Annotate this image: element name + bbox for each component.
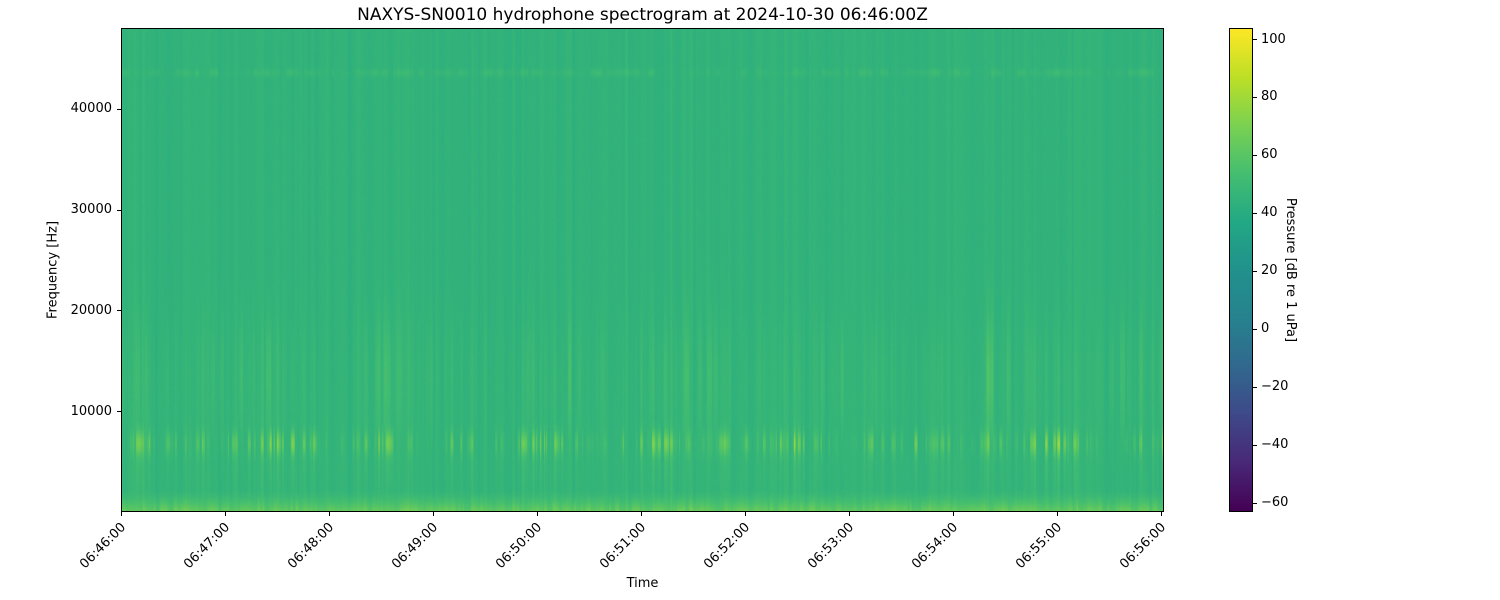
x-axis-tick-label: 06:56:00 [1116, 520, 1169, 572]
y-axis-tick-label: 20000 [70, 302, 112, 318]
colorbar-tick-label: −20 [1261, 379, 1289, 395]
x-axis-tick-label: 06:49:00 [388, 520, 441, 572]
colorbar-tick-label: 80 [1261, 89, 1278, 105]
x-axis-tick [953, 512, 954, 516]
x-axis-tick [1057, 512, 1058, 516]
colorbar-tick [1253, 502, 1257, 504]
y-axis-tick-label: 30000 [70, 202, 112, 217]
colorbar-tick [1253, 96, 1257, 98]
colorbar-tick-label: 60 [1261, 147, 1278, 163]
colorbar-title: Pressure [dB re 1 uPa] [1283, 197, 1298, 343]
colorbar-tick [1253, 270, 1257, 272]
y-axis-tick-label: 10000 [70, 403, 112, 419]
colorbar-tick [1253, 444, 1257, 446]
y-axis-tick [117, 411, 121, 413]
colorbar-tick-label: 40 [1261, 205, 1278, 221]
y-axis-title: Frequency [Hz] [45, 220, 61, 320]
colorbar-tick [1253, 154, 1257, 156]
colorbar-tick-label: 100 [1261, 31, 1286, 47]
colorbar [1229, 28, 1253, 512]
x-axis-tick-label: 06:48:00 [284, 520, 337, 572]
x-axis-tick-label: 06:50:00 [492, 520, 545, 572]
x-axis-tick-label: 06:53:00 [804, 520, 857, 572]
x-axis-tick-label: 06:54:00 [908, 520, 961, 572]
y-axis-tick [117, 108, 121, 110]
colorbar-tick-label: −40 [1261, 437, 1289, 453]
colorbar-tick [1253, 212, 1257, 214]
colorbar-tick-label: −60 [1261, 495, 1289, 511]
x-axis-tick-label: 06:47:00 [180, 520, 233, 572]
colorbar-tick [1253, 328, 1257, 330]
x-axis-tick [537, 512, 538, 516]
x-axis-tick-label: 06:46:00 [76, 520, 129, 572]
spectrogram-image [122, 29, 1163, 511]
x-axis-tick [433, 512, 434, 516]
x-axis-tick [329, 512, 330, 516]
colorbar-tick [1253, 386, 1257, 388]
x-axis-tick-label: 06:51:00 [596, 520, 649, 572]
chart-title: NAXYS-SN0010 hydrophone spectrogram at 2… [357, 5, 928, 25]
x-axis-tick [121, 512, 122, 516]
colorbar-tick [1253, 39, 1257, 40]
x-axis-tick [849, 512, 850, 516]
x-axis-title: Time [626, 576, 659, 591]
y-axis-tick [117, 310, 121, 312]
x-axis-tick-label: 06:52:00 [700, 520, 753, 572]
colorbar-tick-label: 0 [1261, 321, 1270, 337]
x-axis-tick-label: 06:55:00 [1012, 520, 1065, 572]
x-axis-tick [225, 512, 226, 516]
y-axis-tick-label: 40000 [70, 101, 112, 117]
y-axis-tick [117, 209, 121, 211]
plot-area [121, 28, 1164, 512]
x-axis-tick [745, 512, 746, 516]
x-axis-tick [1161, 512, 1162, 516]
x-axis-tick [641, 512, 642, 516]
colorbar-tick-label: 20 [1261, 263, 1278, 279]
